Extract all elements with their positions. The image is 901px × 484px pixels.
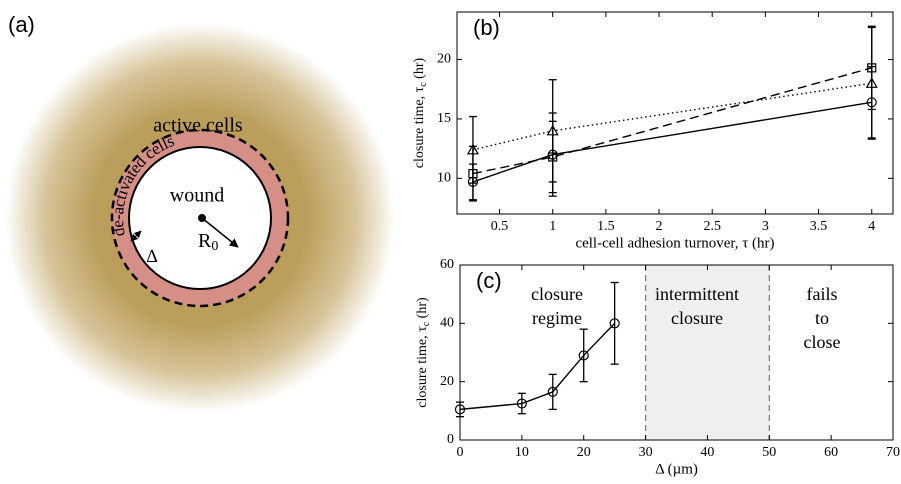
series-line [472, 67, 872, 175]
annotation: close [804, 332, 841, 352]
x-tick-label: 40 [700, 445, 714, 460]
annotation: to [815, 308, 829, 328]
annotation: closure [531, 284, 583, 304]
width-arrow [130, 230, 142, 242]
x-axis-label: cell-cell adhesion turnover, τ (hr) [575, 235, 774, 251]
x-tick-label: 1.5 [597, 219, 615, 234]
panel-label: (b) [473, 15, 500, 40]
y-tick-label: 10 [437, 171, 451, 186]
y-axis-label: closure time, τc (hr) [412, 57, 429, 168]
marker [454, 404, 466, 415]
radius-label-main: R [198, 230, 212, 252]
x-tick-label: 50 [762, 445, 776, 460]
plot-frame [459, 264, 894, 441]
x-tick-label: 60 [824, 445, 838, 460]
y-tick-label: 20 [440, 374, 454, 389]
annotation: regime [532, 308, 582, 328]
y-axis-label-part: c [418, 82, 429, 87]
plot-frame [456, 11, 894, 215]
y-axis-label-part: c [421, 321, 432, 326]
marker [866, 97, 877, 108]
marker [578, 350, 589, 361]
y-axis-label-part: (hr) [412, 57, 427, 82]
shaded-region [645, 265, 770, 440]
y-tick-label: 60 [440, 257, 454, 272]
x-tick-label: 20 [577, 445, 591, 460]
annotation: closure [671, 308, 723, 328]
x-tick-label: 3.5 [810, 219, 828, 234]
marker [547, 149, 558, 160]
inner-label: wound [170, 185, 224, 207]
annotation: intermittent [655, 284, 739, 304]
x-tick-label: 2 [656, 219, 663, 234]
marker [609, 318, 620, 329]
radius-arrow [201, 217, 239, 248]
x-tick-label: 3 [762, 219, 769, 234]
chart: 0.5 1 1.5 2 2.5 3 3.5 4 10 15 20 cell-cell adhesion… [412, 11, 894, 251]
x-tick-label: 70 [886, 445, 900, 460]
outer-label: active cells [153, 115, 243, 137]
y-tick-label: 20 [437, 52, 451, 67]
y-axis-label-part: closure time, τ [412, 86, 427, 168]
x-tick-label: 0.5 [491, 219, 509, 234]
y-tick-label: 0 [447, 432, 454, 447]
y-axis-label-part: (hr) [415, 297, 430, 322]
x-tick-label: 2.5 [703, 219, 721, 234]
x-axis-label: Δ (µm) [655, 461, 698, 477]
series-line [472, 101, 872, 183]
panel-label: (a) [8, 12, 35, 37]
marker [547, 386, 558, 397]
x-tick-label: 1 [549, 219, 556, 234]
y-tick-label: 15 [437, 111, 451, 126]
diagram: (a) active cells de-activated cells woun… [5, 12, 395, 413]
chart: 0 10 20 30 40 50 60 70 0 20 40 60 Δ (µm) closure time… [415, 257, 900, 477]
x-tick-label: 10 [515, 445, 529, 460]
series-line [472, 82, 872, 151]
panel-label: (c) [476, 268, 502, 293]
x-tick-label: 4 [868, 219, 875, 234]
marker [467, 176, 479, 188]
annotation: fails [807, 284, 838, 304]
y-axis-label-part: closure time, τ [415, 326, 430, 408]
radius-label: R0 [198, 230, 218, 255]
marker [516, 398, 527, 409]
x-tick-label: 0 [457, 445, 464, 460]
width-label: Δ [146, 246, 158, 266]
radius-label-sub: 0 [211, 239, 218, 254]
y-tick-label: 40 [440, 316, 454, 331]
y-axis-label: closure time, τc (hr) [415, 297, 432, 408]
series-line [459, 322, 616, 411]
x-tick-label: 30 [639, 445, 653, 460]
